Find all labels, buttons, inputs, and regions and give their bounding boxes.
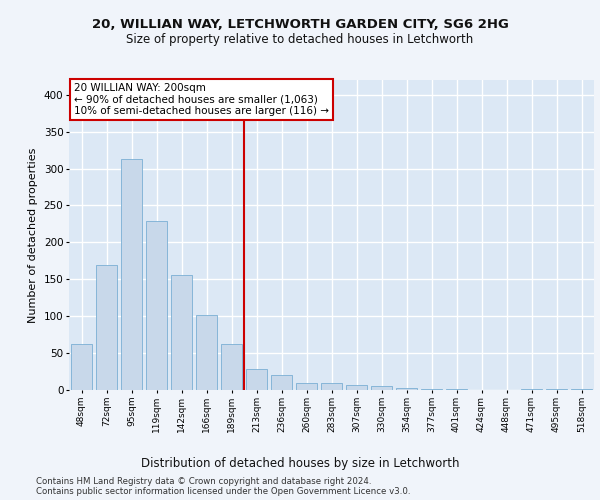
Text: Distribution of detached houses by size in Letchworth: Distribution of detached houses by size …	[141, 458, 459, 470]
Bar	[271, 374, 292, 390]
Text: Contains HM Land Registry data © Crown copyright and database right 2024.: Contains HM Land Registry data © Crown c…	[36, 478, 371, 486]
Bar	[521, 388, 542, 390]
Bar	[171, 275, 192, 390]
Bar	[321, 382, 342, 390]
Text: 20 WILLIAN WAY: 200sqm
← 90% of detached houses are smaller (1,063)
10% of semi-: 20 WILLIAN WAY: 200sqm ← 90% of detached…	[74, 83, 329, 116]
Bar	[246, 370, 267, 390]
Bar	[121, 159, 142, 390]
Text: Contains public sector information licensed under the Open Government Licence v3: Contains public sector information licen…	[36, 488, 410, 496]
Text: 20, WILLIAN WAY, LETCHWORTH GARDEN CITY, SG6 2HG: 20, WILLIAN WAY, LETCHWORTH GARDEN CITY,…	[92, 18, 508, 30]
Bar	[221, 344, 242, 390]
Bar	[296, 384, 317, 390]
Bar	[96, 264, 117, 390]
Bar	[346, 385, 367, 390]
Bar	[371, 386, 392, 390]
Bar	[146, 221, 167, 390]
Y-axis label: Number of detached properties: Number of detached properties	[28, 148, 38, 322]
Bar	[196, 314, 217, 390]
Bar	[396, 388, 417, 390]
Bar	[71, 344, 92, 390]
Text: Size of property relative to detached houses in Letchworth: Size of property relative to detached ho…	[127, 32, 473, 46]
